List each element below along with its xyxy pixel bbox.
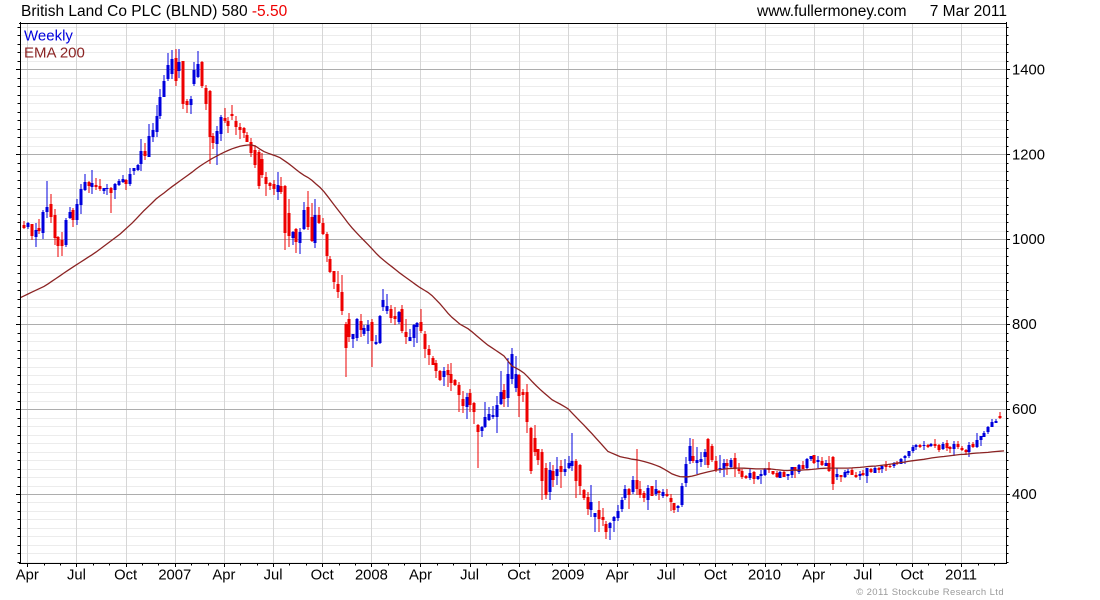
svg-text:800: 800	[1012, 317, 1037, 333]
svg-text:EMA 200: EMA 200	[24, 45, 85, 62]
svg-text:Apr: Apr	[606, 568, 629, 584]
svg-text:British Land Co PLC (BLND) 580: British Land Co PLC (BLND) 580 -5.50	[21, 3, 288, 20]
svg-text:Jul: Jul	[67, 568, 86, 584]
svg-text:Apr: Apr	[802, 568, 825, 584]
svg-text:1400: 1400	[1012, 62, 1045, 78]
svg-text:© 2011 Stockcube Research Ltd: © 2011 Stockcube Research Ltd	[856, 587, 1004, 598]
svg-text:Oct: Oct	[704, 568, 727, 584]
svg-text:Oct: Oct	[507, 568, 530, 584]
svg-text:Oct: Oct	[311, 568, 334, 584]
svg-text:400: 400	[1012, 487, 1037, 503]
svg-text:Jul: Jul	[264, 568, 283, 584]
svg-text:Weekly: Weekly	[24, 28, 73, 45]
svg-text:Apr: Apr	[212, 568, 235, 584]
svg-text:2008: 2008	[355, 568, 388, 584]
svg-text:Apr: Apr	[409, 568, 432, 584]
svg-text:600: 600	[1012, 402, 1037, 418]
svg-text:Oct: Oct	[900, 568, 923, 584]
svg-text:1200: 1200	[1012, 147, 1045, 163]
svg-text:2010: 2010	[748, 568, 781, 584]
svg-text:2009: 2009	[551, 568, 584, 584]
svg-text:Jul: Jul	[853, 568, 872, 584]
svg-text:Oct: Oct	[114, 568, 137, 584]
svg-text:www.fullermoney.com: www.fullermoney.com	[756, 3, 907, 20]
svg-text:Jul: Jul	[657, 568, 676, 584]
svg-text:2007: 2007	[158, 568, 191, 584]
svg-text:7 Mar 2011: 7 Mar 2011	[930, 3, 1007, 20]
svg-text:2011: 2011	[945, 568, 977, 584]
svg-text:1000: 1000	[1012, 232, 1045, 248]
svg-text:Apr: Apr	[16, 568, 39, 584]
svg-text:Jul: Jul	[460, 568, 479, 584]
